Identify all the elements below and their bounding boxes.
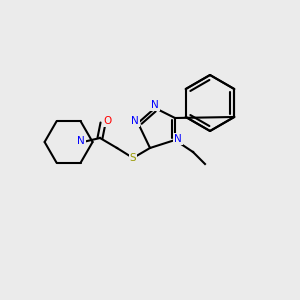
Text: N: N <box>151 100 159 110</box>
Text: O: O <box>103 116 111 126</box>
Text: N: N <box>174 134 182 144</box>
Text: S: S <box>130 153 136 163</box>
Text: N: N <box>131 116 139 126</box>
Text: N: N <box>77 136 85 146</box>
